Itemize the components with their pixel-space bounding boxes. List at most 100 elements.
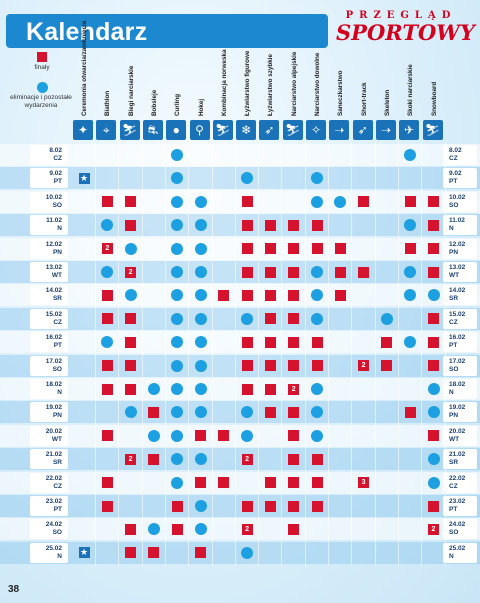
column-header: Narciarstwo alpejskie (283, 52, 305, 116)
day-of-week: SR (52, 295, 62, 303)
event-circle-icon (171, 172, 184, 185)
day-date: 10.02 (449, 193, 466, 201)
day-label-left: 8.02 CZ (30, 145, 68, 165)
final-square-icon (148, 453, 160, 465)
column-header: Hokej (190, 52, 212, 116)
day-of-week: PN (52, 248, 62, 256)
final-square-icon (404, 196, 416, 208)
legend-finals-label: finały (34, 64, 50, 71)
column-divider (421, 142, 423, 566)
column-divider (351, 142, 353, 566)
day-label-right: 10.02 SO (443, 191, 477, 212)
final-square-icon (264, 406, 276, 418)
event-circle-icon (171, 242, 184, 255)
final-square-icon (358, 196, 370, 208)
row-band (0, 541, 480, 564)
final-square-icon: 2 (125, 453, 137, 465)
day-date: 11.02 (46, 217, 62, 225)
day-date: 19.02 (449, 404, 466, 412)
discipline-label: Short-track (360, 82, 368, 116)
event-circle-icon (171, 406, 184, 419)
final-square-icon (125, 523, 137, 535)
discipline-label: Skeleton (383, 89, 391, 116)
day-label-left: 16.02 PT (30, 332, 68, 353)
day-of-week: WT (449, 435, 460, 443)
przeglad-sportowy-logo: PRZEGLĄD SPORTOWY (336, 10, 475, 48)
day-of-week: SO (52, 529, 62, 537)
alpine-skiing-icon: ⛷ (282, 120, 303, 140)
event-circle-icon (147, 523, 160, 536)
snowboard-icon: ⛷ (422, 120, 443, 140)
day-label-left: 15.02 CZ (30, 308, 68, 329)
day-label-right: 8.02 CZ (443, 145, 477, 165)
day-of-week: PT (449, 178, 458, 186)
day-of-week: PT (53, 178, 62, 186)
final-square-icon (125, 360, 137, 372)
final-square-icon (101, 313, 113, 325)
row-band (0, 448, 480, 471)
column-header: Skoki narciarskie (399, 52, 421, 116)
final-square-icon: 2 (241, 453, 253, 465)
column-header: Kombinacja norweska (213, 50, 235, 117)
event-circle-icon (171, 336, 184, 349)
final-square-icon (404, 406, 416, 418)
speed-skating-icon: ➶ (259, 120, 280, 140)
event-circle-icon (171, 453, 184, 466)
day-label-left: 23.02 PT (30, 496, 68, 516)
event-circle-icon (427, 406, 440, 419)
day-of-week: CZ (53, 318, 62, 326)
final-square-icon: 2 (125, 266, 137, 278)
final-square-icon (428, 360, 439, 372)
day-label-right: 24.02 SO (443, 519, 477, 540)
day-label-right: 19.02 PN (443, 402, 477, 423)
day-label-left: 11.02 N (30, 215, 68, 236)
day-date: 23.02 (45, 498, 62, 505)
event-circle-icon (171, 359, 184, 372)
event-circle-icon (171, 266, 184, 278)
discipline-label: Łyżwiarstwo figurowe (244, 50, 252, 116)
event-circle-icon (311, 172, 323, 185)
event-circle-icon (311, 406, 323, 419)
event-circle-icon (194, 523, 207, 536)
final-square-icon (101, 477, 113, 489)
day-date: 24.02 (45, 521, 62, 529)
event-circle-icon (194, 266, 207, 278)
event-circle-icon (171, 476, 184, 489)
final-square-icon (288, 430, 300, 442)
day-date: 8.02 (449, 147, 462, 154)
final-square-icon (125, 219, 137, 231)
final-square-icon (195, 547, 206, 559)
discipline-label: Bobsleje (150, 89, 158, 116)
row-band (0, 471, 480, 494)
row-band (0, 214, 480, 237)
day-date: 18.02 (45, 381, 62, 388)
legend: finały eliminacje i pozostałe wydarzenia (4, 48, 72, 130)
event-circle-icon (171, 219, 184, 232)
final-square-icon (288, 523, 300, 535)
day-label-right: 12.02 PN (443, 238, 477, 259)
column-header: Saneczkarstwo (329, 52, 351, 117)
final-square-icon (171, 523, 183, 535)
day-label-right: 11.02 N (443, 215, 477, 236)
bobsleigh-icon: ⛐ (142, 120, 163, 140)
final-square-icon (195, 477, 206, 489)
event-circle-icon (147, 383, 160, 395)
ceremony-icon: ✦ (73, 120, 93, 140)
final-square-icon (311, 477, 323, 489)
day-label-left: 14.02 SR (30, 285, 68, 306)
biathlon-icon: ⌖ (96, 120, 117, 140)
event-circle-icon (241, 406, 254, 419)
column-divider (95, 142, 96, 566)
short-track-icon: ➶ (352, 120, 373, 140)
discipline-label: Narciarstwo dowolne (314, 52, 321, 116)
event-circle-icon (334, 195, 347, 208)
final-square-icon (264, 289, 276, 301)
event-circle-icon (311, 289, 323, 302)
day-date: 12.02 (449, 240, 466, 248)
calendar-row (0, 495, 480, 517)
final-square-icon (288, 500, 300, 512)
final-square-icon (241, 500, 253, 512)
day-of-week: SO (449, 201, 459, 209)
day-label-right: 22.02 CZ (443, 472, 477, 493)
final-square-icon (288, 477, 300, 489)
